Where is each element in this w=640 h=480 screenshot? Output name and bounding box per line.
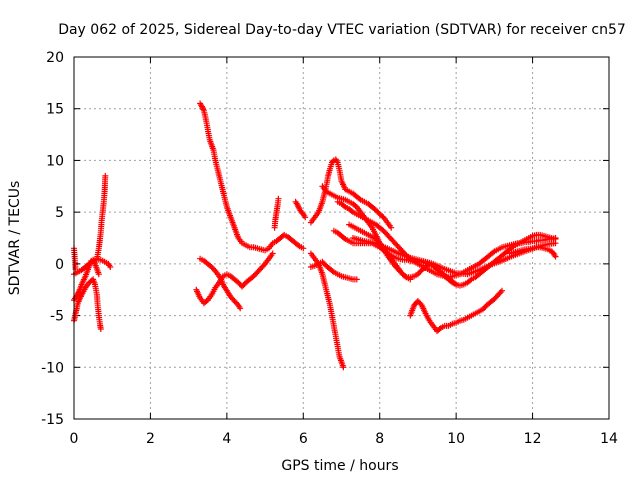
data-point xyxy=(490,249,497,256)
y-tick-label: -15 xyxy=(41,412,64,428)
x-tick-label: 0 xyxy=(70,431,79,447)
data-point xyxy=(552,240,559,247)
y-tick-label: 5 xyxy=(55,205,64,221)
x-tick-label: 10 xyxy=(447,431,465,447)
series-arc-16 xyxy=(346,221,559,289)
data-point xyxy=(341,202,347,209)
axis-ticks: 0 2 4 6 8 10 12 14 -15 -10 -5 0 5 10 15 20 xyxy=(41,50,618,447)
y-tick-label: 10 xyxy=(46,153,64,169)
plot-frame xyxy=(73,56,610,420)
x-tick-label: 14 xyxy=(600,431,618,447)
data-point xyxy=(388,224,395,231)
series-arc-10 xyxy=(292,198,309,221)
y-axis-label: SDTVAR / TECUs xyxy=(7,181,23,296)
series-arc-18 xyxy=(407,287,505,335)
x-tick-label: 12 xyxy=(524,431,542,447)
series-arc-12 xyxy=(307,250,347,371)
x-tick-label: 2 xyxy=(146,431,155,447)
data-point xyxy=(348,208,355,215)
chart-title: Day 062 of 2025, Sidereal Day-to-day VTE… xyxy=(58,22,626,38)
data-point xyxy=(275,195,282,202)
data-point xyxy=(295,242,302,249)
data-point xyxy=(407,276,414,283)
data-point xyxy=(95,271,102,278)
data-point xyxy=(552,253,559,260)
series-arc-2 xyxy=(71,276,104,332)
data-point xyxy=(269,250,276,257)
series-arc-8 xyxy=(193,250,276,307)
y-tick-label: -5 xyxy=(50,309,64,325)
series-arc-20 xyxy=(506,244,559,260)
data-point xyxy=(260,262,267,269)
data-point xyxy=(102,172,109,179)
series-arc-5 xyxy=(71,245,79,272)
y-tick-label: -10 xyxy=(41,360,64,376)
data-point xyxy=(340,364,347,371)
series-arc-13 xyxy=(307,258,360,283)
data-point xyxy=(402,273,409,280)
x-tick-label: 8 xyxy=(375,431,384,447)
data-point xyxy=(356,195,363,202)
series-arc-3 xyxy=(71,256,102,304)
data-point xyxy=(467,277,474,284)
data-point xyxy=(451,280,458,287)
data-point xyxy=(97,326,104,332)
data-point xyxy=(237,305,244,312)
x-axis-label: GPS time / hours xyxy=(281,458,398,474)
series-arc-4 xyxy=(93,172,109,262)
x-tick-label: 6 xyxy=(299,431,308,447)
y-tick-label: 20 xyxy=(46,50,64,66)
data-point xyxy=(499,287,505,294)
data-point xyxy=(509,244,516,251)
data-point xyxy=(436,326,443,332)
y-tick-label: 0 xyxy=(55,257,64,273)
series-arc-9 xyxy=(271,195,282,231)
data-point xyxy=(353,276,360,283)
data-point xyxy=(329,268,336,275)
data-point xyxy=(302,214,309,221)
x-tick-label: 4 xyxy=(222,431,231,447)
data-point xyxy=(107,264,114,270)
y-tick-label: 15 xyxy=(46,102,64,118)
series-arc-11 xyxy=(307,156,395,231)
series-arc-6 xyxy=(197,100,307,254)
data-point xyxy=(341,235,347,241)
series-arc-17 xyxy=(330,227,414,283)
data-point xyxy=(300,245,307,252)
data-series xyxy=(71,100,559,371)
